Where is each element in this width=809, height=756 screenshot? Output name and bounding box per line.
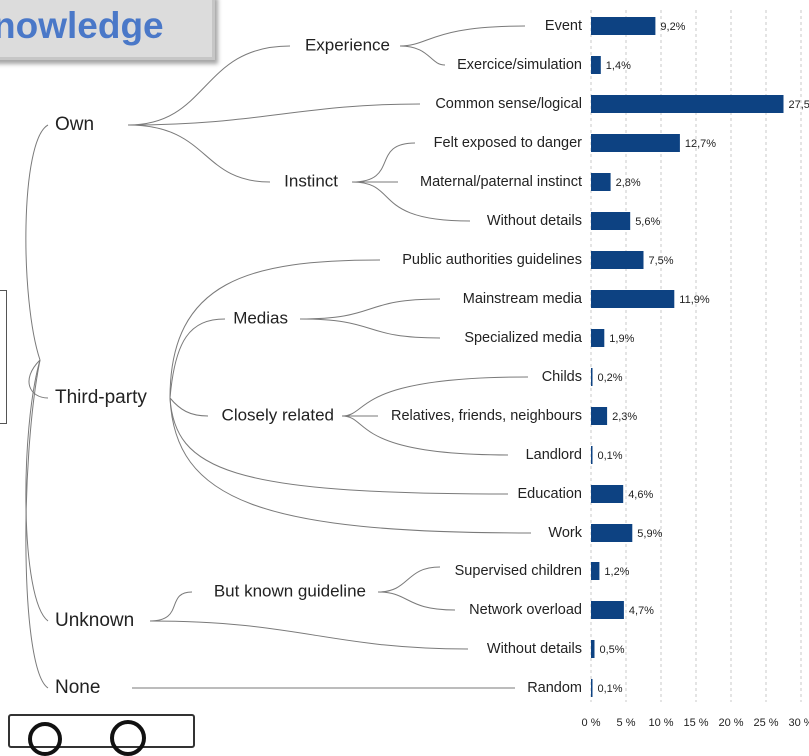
value-label: 2,8%: [616, 177, 641, 189]
bar: [591, 290, 674, 308]
category-label: Education: [518, 486, 583, 502]
tree-connector: [300, 299, 440, 319]
tree-connector: [26, 125, 48, 360]
category-label: Maternal/paternal instinct: [420, 174, 582, 190]
creative-commons-logo: [8, 714, 195, 748]
bar: [591, 446, 593, 464]
tree-node-level2: Experience: [305, 35, 390, 54]
tree-connector: [300, 319, 440, 338]
x-tick-label: 15 %: [683, 717, 708, 729]
value-label: 0,1%: [598, 450, 623, 462]
bar: [591, 562, 599, 580]
tree-node-level1: None: [55, 677, 100, 698]
bar: [591, 679, 593, 697]
x-tick-label: 20 %: [718, 717, 743, 729]
bar: [591, 17, 655, 35]
value-label: 12,7%: [685, 138, 716, 150]
value-label: 4,6%: [628, 489, 653, 501]
tree-connector: [378, 567, 440, 592]
category-label: Event: [545, 18, 582, 34]
value-label: 7,5%: [649, 255, 674, 267]
x-tick-label: 5 %: [617, 717, 636, 729]
value-label: 0,5%: [600, 644, 625, 656]
category-label: Without details: [487, 213, 582, 229]
bar: [591, 212, 630, 230]
value-label: 0,1%: [598, 683, 623, 695]
tree-node-level2: Closely related: [222, 405, 334, 424]
category-label: Childs: [542, 369, 582, 385]
tree-connector: [378, 592, 455, 610]
category-label: Work: [548, 525, 582, 541]
tree-node-level2: Instinct: [284, 171, 338, 190]
x-tick-label: 10 %: [648, 717, 673, 729]
value-label: 27,5%: [789, 99, 809, 111]
category-label: Public authorities guidelines: [402, 252, 582, 268]
tree-node-level1: Own: [55, 114, 94, 135]
bar: [591, 368, 593, 386]
tree-connector: [128, 46, 290, 125]
bar: [591, 407, 607, 425]
category-label: Supervised children: [455, 563, 582, 579]
value-label: 4,7%: [629, 605, 654, 617]
category-label: Common sense/logical: [435, 96, 582, 112]
value-label: 9,2%: [660, 21, 685, 33]
cc-icon: [28, 722, 62, 756]
category-label: Mainstream media: [463, 291, 583, 307]
bar: [591, 95, 784, 113]
tree-connector: [170, 398, 208, 416]
tree-node-level1: Unknown: [55, 610, 134, 631]
tree-connector: [400, 26, 525, 46]
tree-node-level2: Medias: [233, 308, 288, 327]
x-tick-label: 0 %: [582, 717, 601, 729]
tree-connector: [170, 319, 225, 398]
category-label: Without details: [487, 641, 582, 657]
bar: [591, 251, 644, 269]
value-label: 5,9%: [637, 528, 662, 540]
category-label: Felt exposed to danger: [434, 135, 582, 151]
tree-connector: [352, 143, 415, 182]
value-label: 5,6%: [635, 216, 660, 228]
bar: [591, 485, 623, 503]
tree-connector: [170, 260, 380, 398]
bar: [591, 173, 611, 191]
by-icon: [110, 720, 146, 756]
tree-connector: [26, 360, 48, 688]
value-label: 0,2%: [598, 372, 623, 384]
bar: [591, 640, 595, 658]
bar: [591, 329, 604, 347]
x-tick-label: 25 %: [753, 717, 778, 729]
category-label: Exercice/simulation: [457, 57, 582, 73]
tree-node-level1: Third-party: [55, 387, 147, 408]
value-label: 2,3%: [612, 411, 637, 423]
tree-connector: [26, 360, 48, 621]
category-label: Random: [527, 680, 582, 696]
value-label: 1,2%: [604, 566, 629, 578]
bar: [591, 601, 624, 619]
bar: [591, 56, 601, 74]
tree-connector: [400, 46, 445, 65]
category-label: Relatives, friends, neighbours: [391, 408, 582, 424]
value-label: 11,9%: [679, 294, 710, 306]
tree-connector: [128, 125, 270, 182]
tree-connector: [150, 621, 468, 649]
value-label: 1,4%: [606, 60, 631, 72]
knowledge-tree-bar-chart: 0 % 5 % 10 % 15 % 20 % 25 % 30 % 9,2% Event 1,4% E…: [0, 0, 809, 731]
bar: [591, 134, 680, 152]
x-tick-label: 30 %: [788, 717, 809, 729]
tree-node-level2: But known guideline: [214, 581, 366, 600]
tree-connector: [150, 592, 192, 621]
category-label: Specialized media: [464, 330, 583, 346]
category-label: Landlord: [526, 447, 582, 463]
category-label: Network overload: [469, 602, 582, 618]
value-label: 1,9%: [609, 333, 634, 345]
bar: [591, 524, 632, 542]
